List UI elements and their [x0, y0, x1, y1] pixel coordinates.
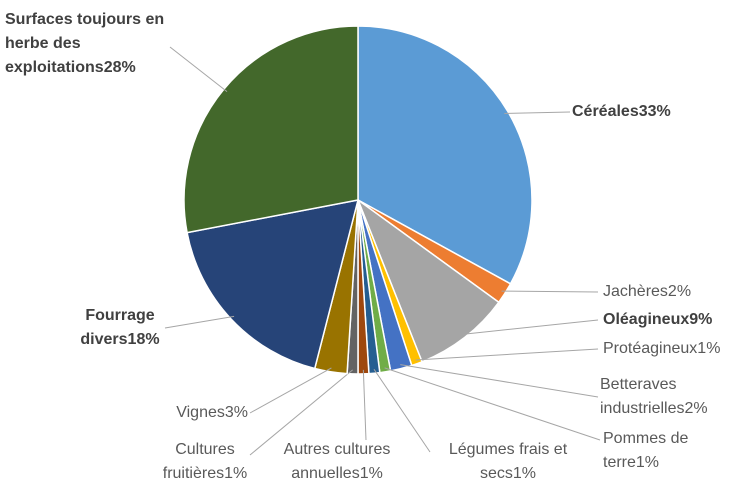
leader-line — [362, 369, 367, 441]
value-label: 1% — [224, 465, 248, 482]
category-label: Légumes frais et secs — [448, 441, 568, 482]
data-label: Fourrage divers18% — [70, 304, 170, 352]
value-label: 1% — [635, 454, 660, 471]
category-label: Autres cultures annuelles — [283, 441, 391, 482]
category-label: Protéagineux — [603, 340, 698, 357]
category-label: Cultures fruitières — [162, 441, 235, 482]
category-label: Vignes — [176, 404, 225, 421]
data-label: Pommes de terre1% — [603, 427, 723, 475]
data-label: Autres cultures annuelles1% — [262, 438, 412, 486]
leader-line — [415, 348, 599, 361]
category-label: Betteraves industrielles — [600, 376, 685, 417]
data-label: Jachères2% — [603, 280, 743, 304]
value-label: 33% — [638, 103, 671, 120]
value-label: 3% — [224, 404, 248, 421]
leader-line — [504, 111, 571, 114]
data-label: Céréales33% — [572, 100, 712, 124]
category-label: Fourrage divers — [80, 307, 155, 348]
leader-line — [384, 367, 601, 441]
data-label: Protéagineux1% — [603, 337, 748, 361]
category-label: Jachères — [603, 283, 668, 300]
value-label: 18% — [127, 331, 160, 348]
data-label: Cultures fruitières1% — [150, 438, 260, 486]
data-label: Vignes3% — [130, 401, 248, 425]
leader-line — [400, 364, 599, 398]
pie-slice — [357, 25, 533, 285]
category-label: Surfaces toujours en herbe des exploitat… — [5, 11, 165, 76]
leader-line — [249, 369, 353, 456]
value-label: 1% — [359, 465, 383, 482]
data-label: Betteraves industrielles2% — [600, 373, 745, 421]
pie-slice — [183, 25, 359, 234]
value-label: 28% — [103, 59, 136, 76]
value-label: 1% — [512, 465, 537, 482]
leader-line — [501, 290, 599, 293]
leader-line — [249, 367, 332, 414]
value-label: 1% — [697, 340, 721, 357]
category-label: Céréales — [572, 103, 639, 120]
category-label: Pommes de terre — [603, 430, 689, 471]
category-label: Oléagineux — [603, 311, 690, 328]
pie-slice — [186, 199, 360, 370]
value-label: 2% — [684, 400, 708, 417]
data-label: Oléagineux9% — [603, 308, 743, 332]
pie-slice — [356, 197, 500, 363]
leader-line — [373, 368, 431, 453]
leader-line — [169, 46, 228, 93]
value-label: 2% — [667, 283, 692, 300]
data-label: Légumes frais et secs1% — [428, 438, 588, 486]
leader-line — [462, 319, 599, 335]
data-label: Surfaces toujours en herbe des exploitat… — [5, 8, 185, 80]
leader-line — [164, 315, 235, 329]
value-label: 9% — [689, 311, 713, 328]
